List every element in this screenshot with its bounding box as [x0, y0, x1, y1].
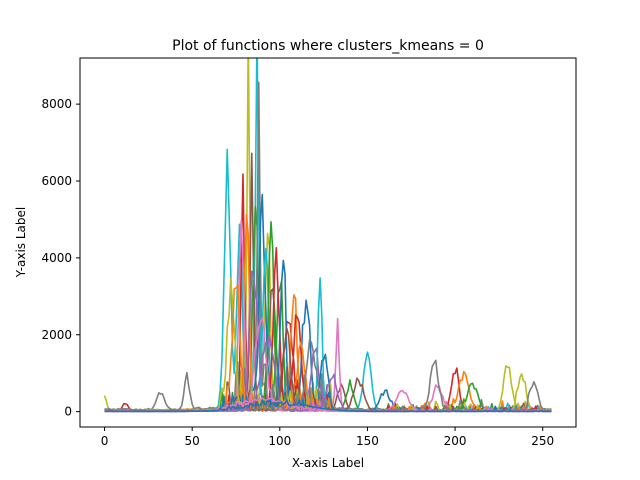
plot-area-frame: [79, 57, 577, 428]
x-tick-label: 150: [356, 434, 379, 448]
x-tick-label: 250: [531, 434, 554, 448]
series-layer: [103, 58, 552, 413]
chart-title: Plot of functions where clusters_kmeans …: [172, 38, 484, 54]
y-axis-label: Y-axis Label: [14, 207, 28, 278]
y-tick-label: 4000: [41, 251, 72, 265]
y-axis-ticks: 0 2000 4000 6000 8000: [41, 97, 80, 419]
x-tick-label: 100: [268, 434, 291, 448]
x-axis-ticks: 0 50 100 150 200 250: [101, 427, 554, 448]
x-tick-label: 0: [101, 434, 109, 448]
x-tick-label: 50: [185, 434, 200, 448]
x-tick-label: 200: [444, 434, 467, 448]
y-tick-label: 8000: [41, 97, 72, 111]
y-tick-label: 0: [64, 405, 72, 419]
series-line: [104, 399, 552, 413]
y-tick-label: 2000: [41, 328, 72, 342]
y-tick-label: 6000: [41, 174, 72, 188]
x-axis-label: X-axis Label: [292, 456, 364, 470]
